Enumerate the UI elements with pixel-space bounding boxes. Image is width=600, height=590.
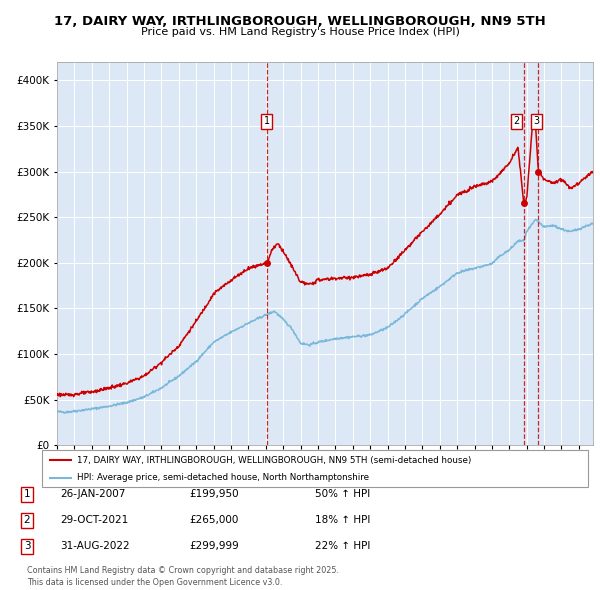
Text: 50% ↑ HPI: 50% ↑ HPI	[315, 490, 370, 499]
Text: 17, DAIRY WAY, IRTHLINGBOROUGH, WELLINGBOROUGH, NN9 5TH: 17, DAIRY WAY, IRTHLINGBOROUGH, WELLINGB…	[54, 15, 546, 28]
Text: Price paid vs. HM Land Registry's House Price Index (HPI): Price paid vs. HM Land Registry's House …	[140, 27, 460, 37]
Text: £299,999: £299,999	[189, 542, 239, 551]
Text: 2: 2	[23, 516, 31, 525]
Text: 1: 1	[23, 490, 31, 499]
Text: 26-JAN-2007: 26-JAN-2007	[60, 490, 125, 499]
Text: 18% ↑ HPI: 18% ↑ HPI	[315, 516, 370, 525]
Text: 2: 2	[513, 116, 520, 126]
Text: HPI: Average price, semi-detached house, North Northamptonshire: HPI: Average price, semi-detached house,…	[77, 473, 370, 482]
Text: 22% ↑ HPI: 22% ↑ HPI	[315, 542, 370, 551]
Text: 29-OCT-2021: 29-OCT-2021	[60, 516, 128, 525]
Text: £265,000: £265,000	[189, 516, 238, 525]
Text: 3: 3	[533, 116, 539, 126]
Text: £199,950: £199,950	[189, 490, 239, 499]
Text: Contains HM Land Registry data © Crown copyright and database right 2025.
This d: Contains HM Land Registry data © Crown c…	[27, 566, 339, 587]
Text: 17, DAIRY WAY, IRTHLINGBOROUGH, WELLINGBOROUGH, NN9 5TH (semi-detached house): 17, DAIRY WAY, IRTHLINGBOROUGH, WELLINGB…	[77, 456, 472, 465]
Text: 1: 1	[264, 116, 270, 126]
Text: 3: 3	[23, 542, 31, 551]
Text: 31-AUG-2022: 31-AUG-2022	[60, 542, 130, 551]
